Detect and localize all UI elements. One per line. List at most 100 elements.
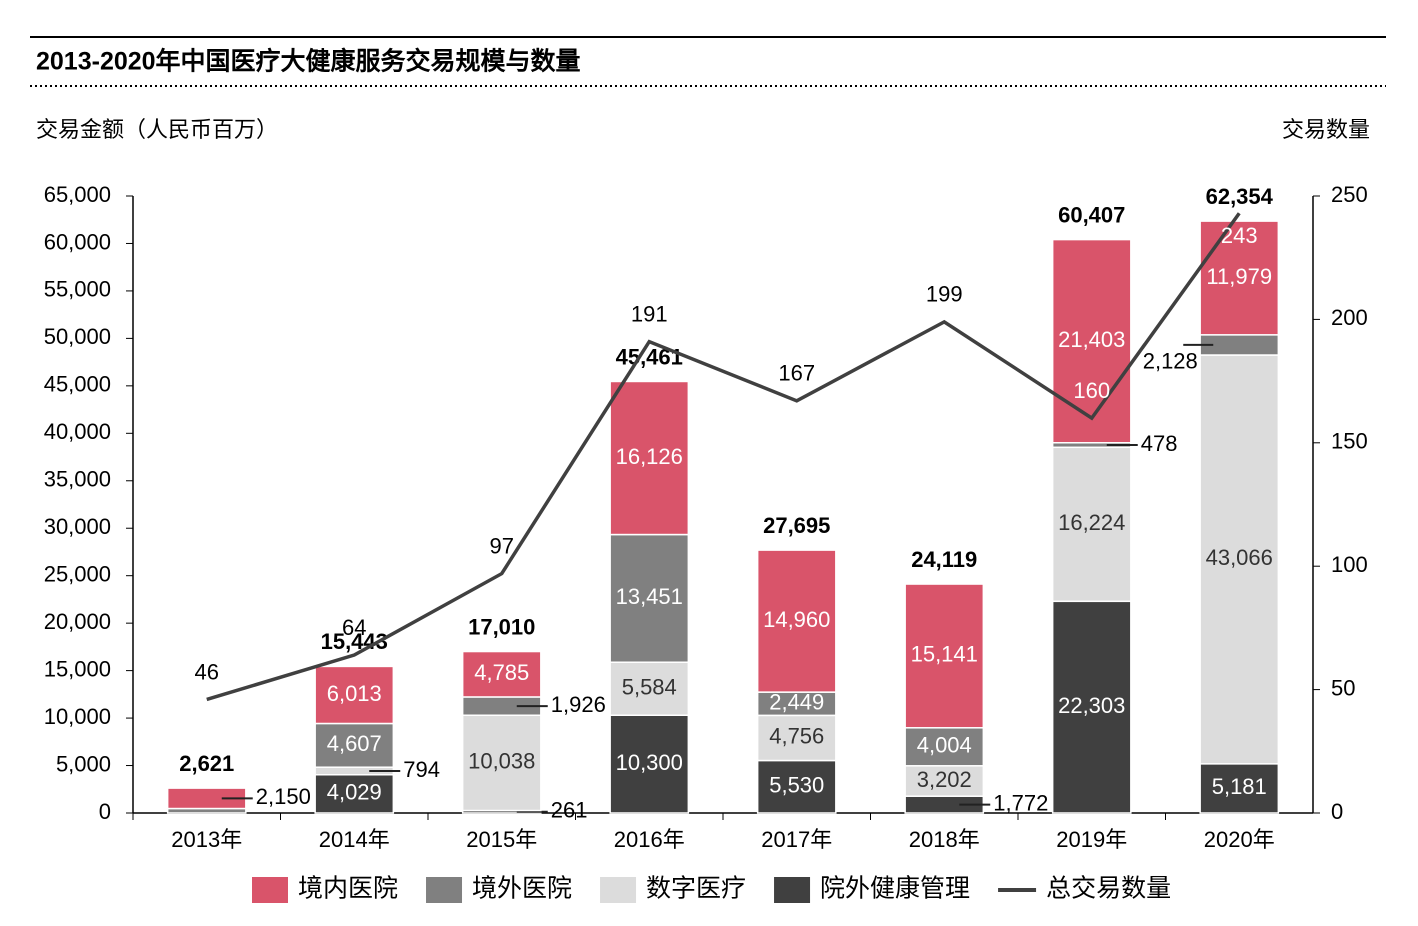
- value-label: 2,449: [769, 690, 824, 715]
- legend-swatch: [774, 877, 811, 903]
- y2-tick-label: 150: [1331, 429, 1368, 454]
- value-label: 4,607: [327, 731, 382, 756]
- chart-title: 2013-2020年中国医疗大健康服务交易规模与数量: [36, 47, 581, 76]
- legend-label: 总交易数量: [1046, 875, 1171, 903]
- value-label: 5,530: [769, 773, 824, 798]
- value-label: 21,403: [1058, 327, 1125, 352]
- y-tick-label: 40,000: [44, 419, 111, 444]
- y-axis-title: 交易金额（人民币百万）: [36, 117, 278, 142]
- value-label: 10,038: [468, 749, 535, 774]
- value-label: 16,224: [1058, 510, 1125, 535]
- bar-segment: [756, 549, 837, 693]
- legend-swatch: [252, 877, 288, 903]
- line-series: [206, 212, 1241, 702]
- line-value-label: 243: [1221, 223, 1258, 248]
- bar-segment: [1199, 220, 1280, 336]
- value-label: 6,013: [327, 681, 382, 706]
- x-tick-label: 2017年: [761, 827, 832, 852]
- value-label: 4,756: [769, 724, 824, 749]
- value-label: 22,303: [1058, 693, 1125, 718]
- value-label: 14,960: [763, 607, 830, 632]
- bar-segment: [314, 722, 395, 768]
- value-label: 16,126: [616, 444, 683, 469]
- value-label: 13,451: [616, 584, 683, 609]
- legend-swatch: [600, 877, 637, 903]
- y-tick-label: 50,000: [44, 324, 111, 349]
- value-label: 4,029: [327, 780, 382, 805]
- bar-segment: [609, 714, 690, 814]
- bar-segment: [314, 774, 395, 814]
- legend-swatch: [426, 877, 463, 903]
- x-tick-label: 2020年: [1204, 827, 1275, 852]
- line-value-label: 191: [631, 301, 668, 326]
- value-label: 794: [403, 757, 440, 782]
- x-tick-label: 2019年: [1056, 827, 1127, 852]
- value-label: 4,785: [474, 660, 529, 685]
- bar-segment: [314, 665, 395, 725]
- bar-segment: [1051, 446, 1132, 603]
- line-value-label: 167: [778, 361, 815, 386]
- value-label: 43,066: [1206, 545, 1273, 570]
- bar-segment: [609, 533, 690, 663]
- value-label: 261: [551, 798, 588, 823]
- value-label: 10,300: [616, 750, 683, 775]
- bar-segment: [1051, 600, 1132, 814]
- y2-tick-label: 200: [1331, 305, 1368, 330]
- y-tick-label: 45,000: [44, 372, 111, 397]
- legend-label: 境内医院: [298, 875, 398, 903]
- total-label: 17,010: [468, 614, 535, 639]
- value-label: 1,772: [993, 790, 1048, 815]
- value-label: 5,584: [622, 675, 677, 700]
- value-label: 4,004: [917, 733, 972, 758]
- value-label: 2,128: [1143, 349, 1198, 374]
- y-tick-label: 30,000: [44, 514, 111, 539]
- line-value-label: 199: [926, 282, 963, 307]
- value-label: 1,926: [551, 692, 606, 717]
- value-label: 5,181: [1212, 774, 1267, 799]
- bar-segment: [1199, 354, 1280, 765]
- y2-axis-title: 交易数量: [1282, 117, 1370, 142]
- total-label: 2,621: [179, 751, 234, 776]
- y-tick-label: 55,000: [44, 277, 111, 302]
- bar-segment: [461, 650, 542, 698]
- y-tick-label: 65,000: [44, 182, 111, 207]
- y-tick-label: 60,000: [44, 229, 111, 254]
- x-tick-label: 2014年: [319, 827, 390, 852]
- bar-segment: [756, 714, 837, 762]
- bar-segment: [609, 661, 690, 716]
- bar-segment: [1051, 238, 1132, 444]
- y-tick-label: 25,000: [44, 562, 111, 587]
- x-tick-label: 2016年: [614, 827, 685, 852]
- bar-segment: [609, 380, 690, 536]
- legend-label: 院外健康管理: [820, 875, 970, 903]
- y-tick-label: 35,000: [44, 467, 111, 492]
- total-label: 24,119: [911, 547, 977, 572]
- total-label: 27,695: [763, 513, 830, 538]
- x-tick-label: 2018年: [909, 827, 980, 852]
- bar-segment: [904, 583, 985, 729]
- line-value-label: 97: [490, 533, 514, 558]
- y2-tick-label: 100: [1331, 552, 1368, 577]
- y-tick-label: 15,000: [44, 656, 111, 681]
- legend-label: 数字医疗: [646, 875, 746, 903]
- total-label: 45,461: [616, 344, 683, 369]
- y-tick-label: 5,000: [56, 751, 111, 776]
- y-tick-label: 10,000: [44, 704, 111, 729]
- total-label: 60,407: [1058, 202, 1125, 227]
- bar-segment: [904, 727, 985, 767]
- line-value-label: 64: [342, 615, 366, 640]
- line-value-label: 46: [195, 659, 219, 684]
- value-label: 478: [1141, 431, 1178, 456]
- line-value-label: 160: [1073, 378, 1110, 403]
- total-label: 62,354: [1206, 184, 1274, 209]
- legend-label: 境外医院: [472, 875, 572, 903]
- y-tick-label: 0: [99, 799, 111, 824]
- value-label: 11,979: [1206, 264, 1272, 289]
- y-tick-label: 20,000: [44, 609, 111, 634]
- value-label: 2,150: [256, 784, 311, 809]
- y2-tick-label: 0: [1331, 799, 1343, 824]
- y2-tick-label: 250: [1331, 182, 1368, 207]
- bar-segment: [461, 714, 542, 812]
